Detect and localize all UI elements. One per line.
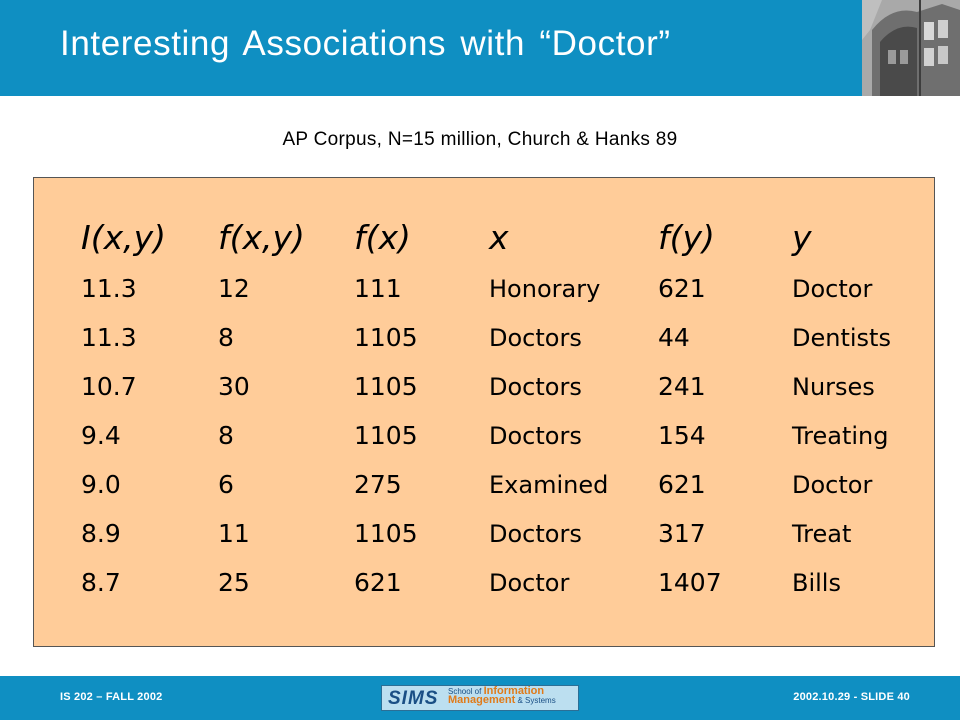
table-row: 8.7 25 621 Doctor 1407 Bills	[81, 558, 932, 607]
building-photo	[862, 0, 960, 96]
associations-table-panel: I(x,y) f(x,y) f(x) x f(y) y 11.3 12 111 …	[33, 177, 935, 647]
column-header: f(x)	[354, 218, 411, 257]
table-cell: 44	[658, 323, 690, 352]
table-cell: Nurses	[792, 372, 875, 401]
table-row: 11.3 12 111 Honorary 621 Doctor	[81, 264, 932, 313]
table-cell: Treating	[792, 421, 889, 450]
table-cell: 11.3	[81, 274, 137, 303]
column-header: f(x,y)	[218, 218, 305, 257]
table-cell: 11	[218, 519, 250, 548]
table-cell: 1105	[354, 323, 418, 352]
table-cell: Doctors	[489, 323, 582, 352]
table-cell: 6	[218, 470, 234, 499]
table-row: 9.4 8 1105 Doctors 154 Treating	[81, 411, 932, 460]
table-cell: 1407	[658, 568, 722, 597]
slide-subtitle: AP Corpus, N=15 million, Church & Hanks …	[282, 129, 678, 150]
table-row: 11.3 8 1105 Doctors 44 Dentists	[81, 313, 932, 362]
table-cell: Doctors	[489, 372, 582, 401]
sims-logo: SIMS School of Information Management & …	[381, 685, 579, 711]
footer-bar: IS 202 – FALL 2002 SIMS School of Inform…	[0, 676, 960, 720]
table-cell: 8.9	[81, 519, 121, 548]
sims-logo-prefix: School of	[448, 687, 482, 696]
table-header-row: I(x,y) f(x,y) f(x) x f(y) y	[81, 218, 932, 264]
table-cell: 25	[218, 568, 250, 597]
table-cell: 317	[658, 519, 706, 548]
table-cell: 241	[658, 372, 706, 401]
slide-number-label: 2002.10.29 - SLIDE 40	[793, 691, 910, 703]
table-cell: 1105	[354, 519, 418, 548]
slide-title: Interesting Associations with “Doctor”	[60, 24, 671, 63]
column-header: f(y)	[658, 218, 715, 257]
table-cell: 621	[658, 470, 706, 499]
table-cell: Honorary	[489, 274, 601, 303]
table-cell: 8.7	[81, 568, 121, 597]
table-cell: Doctors	[489, 519, 582, 548]
table-row: 10.7 30 1105 Doctors 241 Nurses	[81, 362, 932, 411]
course-label: IS 202 – FALL 2002	[60, 691, 163, 703]
sims-logo-text: School of Information Management & Syste…	[448, 685, 556, 706]
table-cell: 154	[658, 421, 706, 450]
building-photo-graphic	[862, 0, 960, 96]
table-cell: 8	[218, 421, 234, 450]
table-row: 9.0 6 275 Examined 621 Doctor	[81, 460, 932, 509]
table-cell: Examined	[489, 470, 609, 499]
table-cell: Treat	[792, 519, 852, 548]
table-cell: Bills	[792, 568, 841, 597]
table-row: 8.9 11 1105 Doctors 317 Treat	[81, 509, 932, 558]
sims-logo-management: Management	[448, 694, 516, 706]
table-cell: 9.4	[81, 421, 121, 450]
table-cell: 275	[354, 470, 402, 499]
table-cell: 10.7	[81, 372, 137, 401]
table-cell: 1105	[354, 372, 418, 401]
table-cell: Dentists	[792, 323, 891, 352]
table-cell: 621	[354, 568, 402, 597]
associations-table: I(x,y) f(x,y) f(x) x f(y) y 11.3 12 111 …	[81, 218, 932, 607]
table-cell: Doctor	[792, 470, 873, 499]
table-cell: Doctor	[792, 274, 873, 303]
title-banner: Interesting Associations with “Doctor”	[0, 0, 862, 96]
table-cell: Doctor	[489, 568, 570, 597]
table-cell: 30	[218, 372, 250, 401]
sims-logo-suffix: & Systems	[517, 696, 556, 705]
table-cell: 621	[658, 274, 706, 303]
sims-logo-information: Information	[483, 685, 545, 697]
table-cell: 1105	[354, 421, 418, 450]
table-cell: 8	[218, 323, 234, 352]
sims-logo-mark: SIMS	[388, 688, 439, 709]
table-cell: 9.0	[81, 470, 121, 499]
table-cell: 12	[218, 274, 250, 303]
table-cell: 11.3	[81, 323, 137, 352]
column-header: I(x,y)	[81, 218, 167, 257]
column-header: y	[792, 218, 812, 257]
column-header: x	[489, 218, 509, 257]
table-cell: 111	[354, 274, 402, 303]
table-cell: Doctors	[489, 421, 582, 450]
